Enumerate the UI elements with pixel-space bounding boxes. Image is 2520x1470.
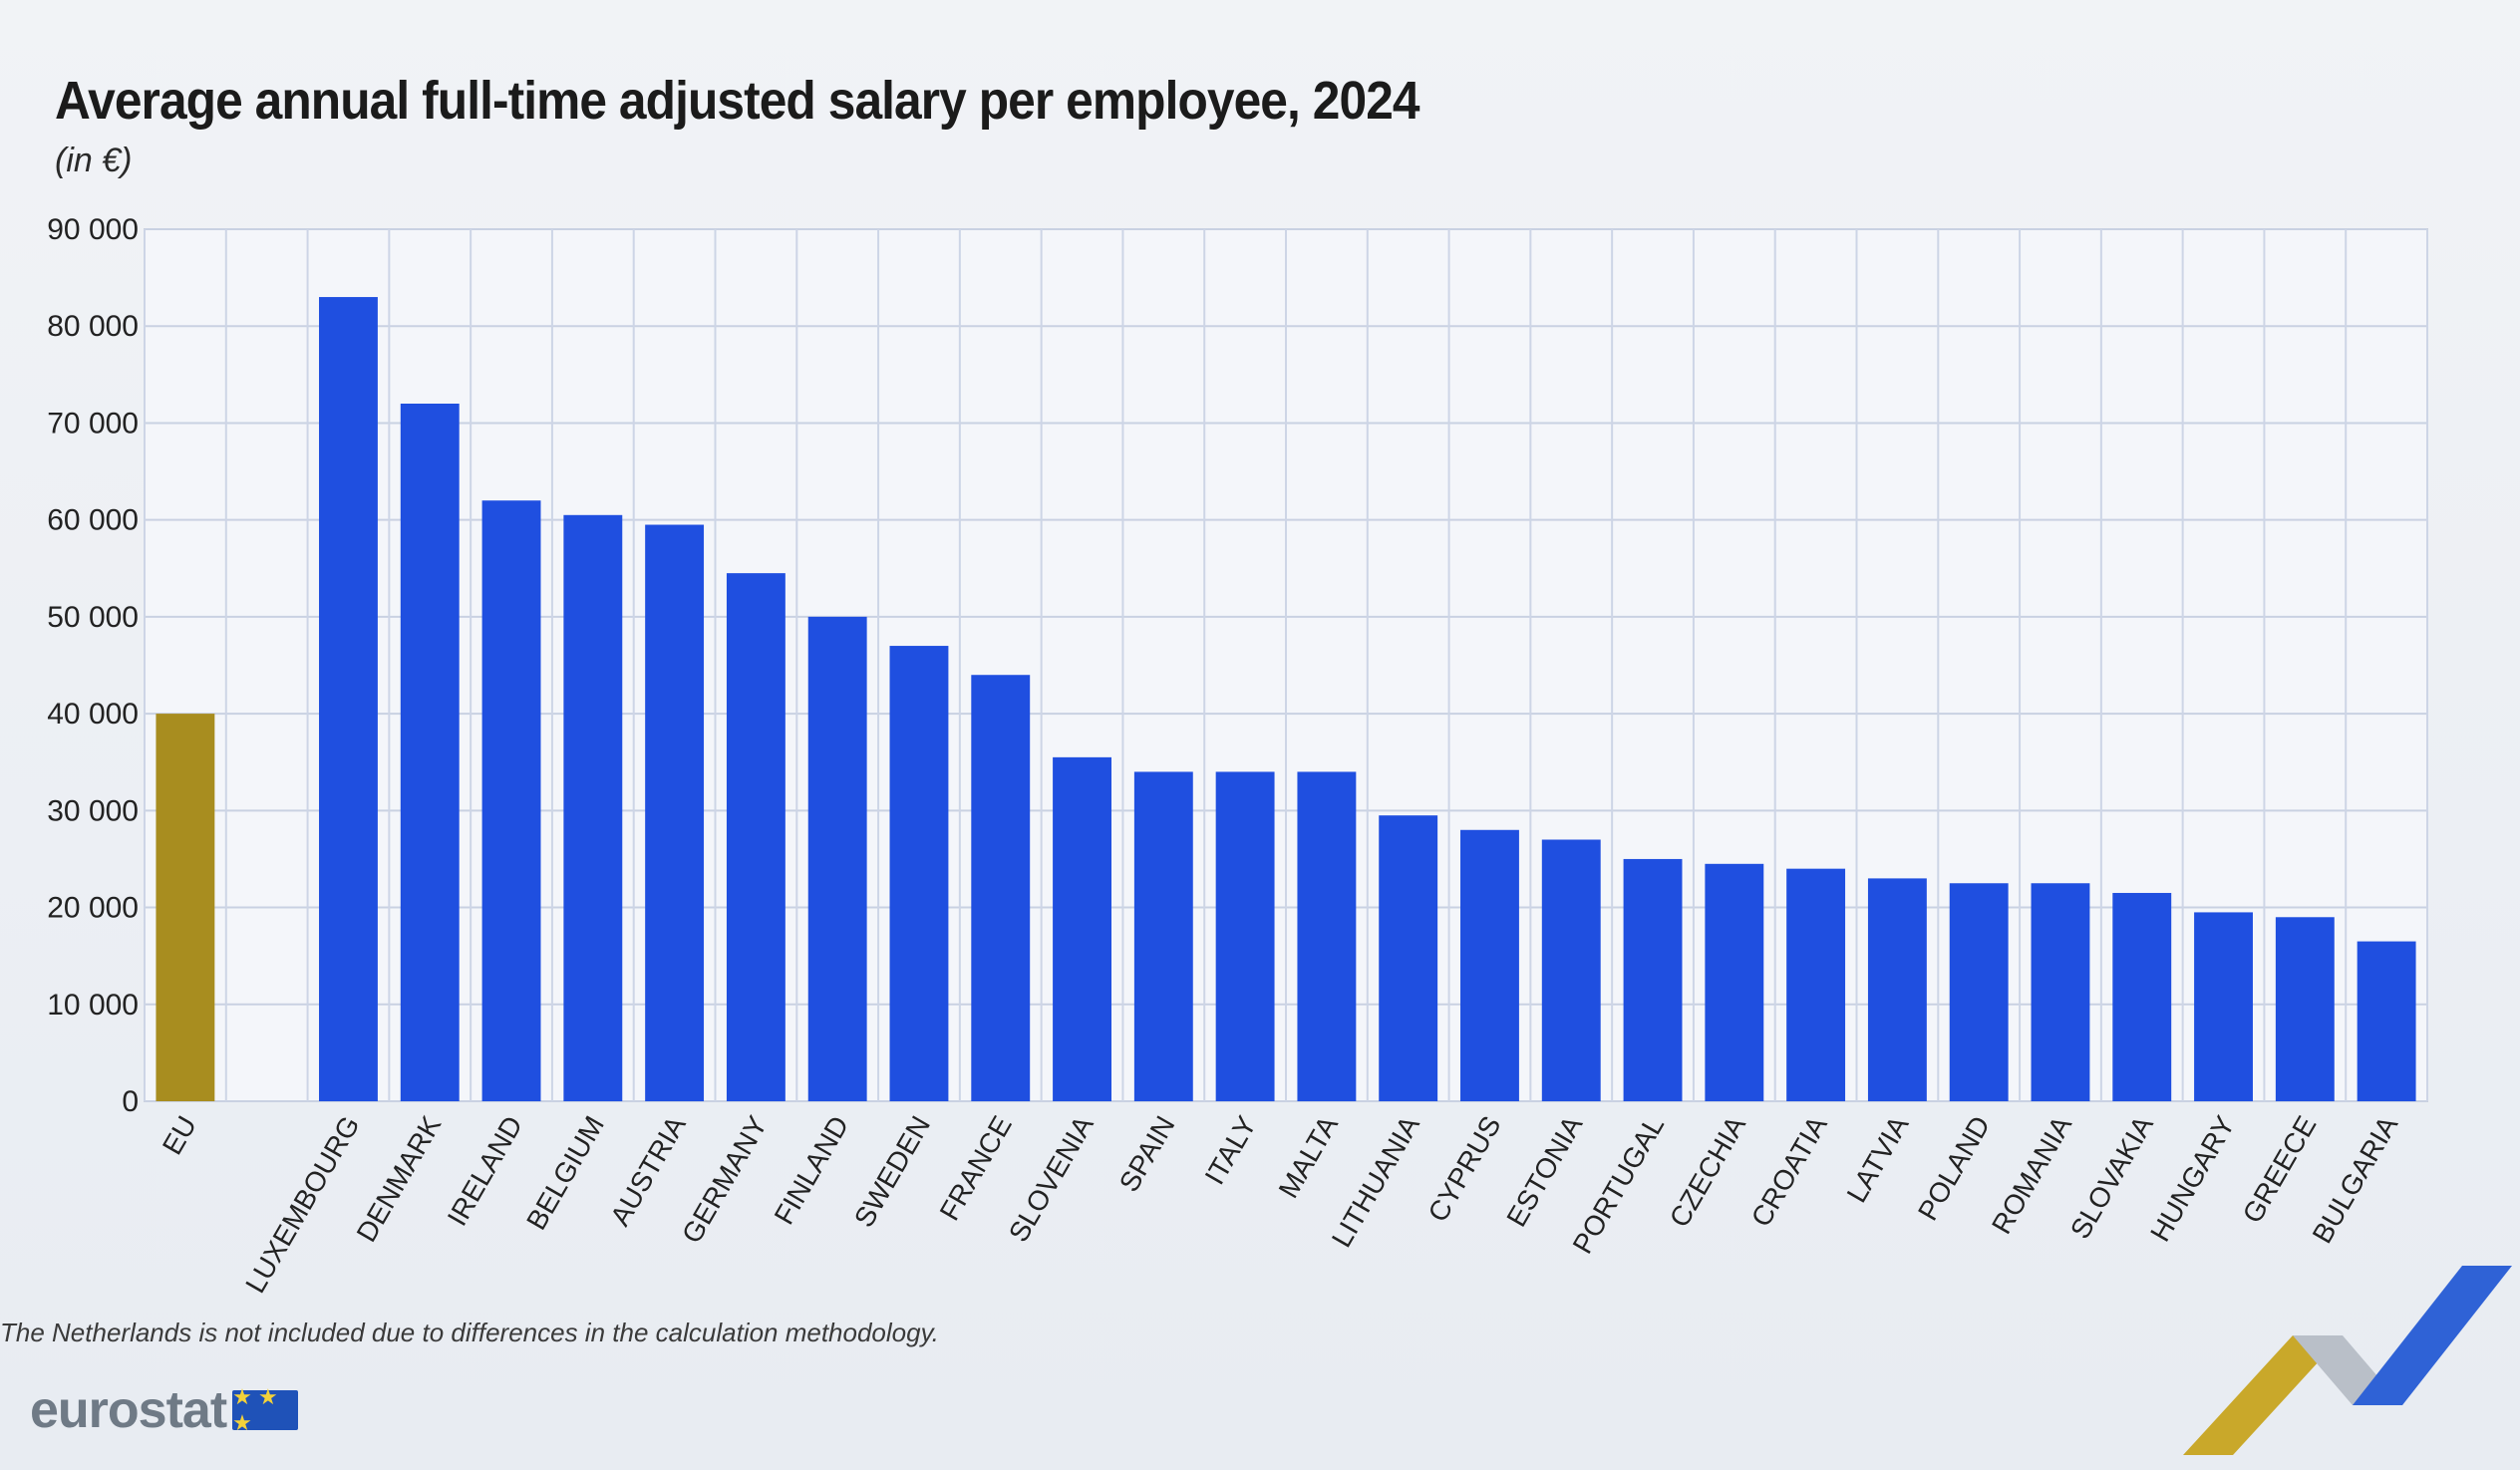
x-tick-label: ESTONIA bbox=[1500, 1110, 1588, 1232]
x-tick-label: SWEDEN bbox=[848, 1111, 936, 1233]
x-tick-label: AUSTRIA bbox=[604, 1110, 692, 1231]
bar-germany bbox=[726, 573, 786, 1101]
y-tick-label: 90 000 bbox=[47, 213, 139, 246]
x-tick-label: SLOVENIA bbox=[1003, 1110, 1100, 1247]
bar-cyprus bbox=[1460, 829, 1519, 1101]
y-tick-label: 30 000 bbox=[47, 794, 139, 827]
x-tick-label: FRANCE bbox=[934, 1111, 1018, 1226]
bar-latvia bbox=[1867, 878, 1927, 1101]
x-tick-label: CROATIA bbox=[1745, 1110, 1833, 1232]
bar-france bbox=[971, 675, 1031, 1101]
eurostat-wordmark: eurostat bbox=[30, 1381, 227, 1439]
x-tick-label: CZECHIA bbox=[1664, 1110, 1751, 1232]
bar-sweden bbox=[889, 646, 949, 1101]
bar-croatia bbox=[1786, 868, 1846, 1101]
x-tick-label: HUNGARY bbox=[2144, 1110, 2241, 1247]
bar-hungary bbox=[2194, 912, 2253, 1101]
x-tick-label: EU bbox=[157, 1111, 202, 1160]
bar-luxembourg bbox=[319, 297, 378, 1101]
decorative-stripes-icon bbox=[2183, 1266, 2512, 1455]
footnote: The Netherlands is not included due to d… bbox=[0, 1318, 939, 1347]
chart-title: Average annual full-time adjusted salary… bbox=[55, 71, 1420, 131]
x-tick-label: LUXEMBOURG bbox=[239, 1111, 365, 1299]
x-tick-label: IRELAND bbox=[442, 1111, 529, 1232]
bar-greece bbox=[2275, 917, 2335, 1101]
x-tick-label: FINLAND bbox=[769, 1111, 855, 1230]
bar-lithuania bbox=[1379, 815, 1438, 1101]
bar-belgium bbox=[563, 514, 623, 1101]
y-tick-label: 10 000 bbox=[47, 989, 139, 1022]
x-tick-label: BELGIUM bbox=[520, 1111, 610, 1236]
bar-eu bbox=[156, 714, 215, 1101]
x-tick-label: MALTA bbox=[1273, 1110, 1345, 1203]
bar-malta bbox=[1297, 771, 1357, 1101]
y-tick-label: 80 000 bbox=[47, 310, 139, 343]
bar-czechia bbox=[1705, 863, 1764, 1101]
x-tick-label: LITHUANIA bbox=[1326, 1110, 1425, 1252]
eu-flag-icon: ★ ★ ★ bbox=[232, 1384, 299, 1435]
y-tick-label: 70 000 bbox=[47, 407, 139, 440]
y-tick-label: 40 000 bbox=[47, 698, 139, 731]
y-tick-label: 50 000 bbox=[47, 601, 139, 634]
y-tick-label: 0 bbox=[122, 1085, 139, 1118]
x-tick-label: SPAIN bbox=[1113, 1111, 1181, 1197]
x-tick-label: GREECE bbox=[2237, 1111, 2323, 1229]
bar-slovenia bbox=[1053, 756, 1111, 1101]
x-tick-label: ROMANIA bbox=[1986, 1110, 2077, 1239]
bar-poland bbox=[1949, 883, 2009, 1101]
x-tick-label: POLAND bbox=[1912, 1111, 1996, 1226]
bar-bulgaria bbox=[2357, 941, 2416, 1101]
bar-portugal bbox=[1623, 858, 1683, 1101]
bar-romania bbox=[2031, 883, 2090, 1101]
y-tick-label: 60 000 bbox=[47, 504, 139, 537]
y-tick-label: 20 000 bbox=[47, 892, 139, 925]
x-tick-label: SLOVAKIA bbox=[2064, 1110, 2159, 1244]
x-tick-label: BULGARIA bbox=[2307, 1110, 2404, 1248]
bar-italy bbox=[1215, 771, 1275, 1101]
bar-denmark bbox=[400, 404, 460, 1101]
bar-austria bbox=[645, 524, 705, 1101]
bar-finland bbox=[807, 616, 867, 1101]
bar-spain bbox=[1133, 771, 1193, 1101]
bar-slovakia bbox=[2112, 892, 2172, 1101]
eurostat-logo: eurostat ★ ★ ★ bbox=[30, 1380, 299, 1440]
x-tick-label: LATVIA bbox=[1841, 1110, 1915, 1208]
x-tick-label: GERMANY bbox=[676, 1110, 774, 1248]
y-axis-unit-label: (in €) bbox=[55, 142, 133, 179]
bar-chart: 0 10 000 20 000 30 000 40 000 50 000 60 000 70 … bbox=[47, 213, 2428, 1299]
x-tick-label: ITALY bbox=[1199, 1110, 1263, 1190]
x-tick-label: DENMARK bbox=[351, 1110, 448, 1247]
bar-estonia bbox=[1541, 839, 1601, 1101]
x-tick-label: CYPRUS bbox=[1421, 1111, 1506, 1228]
bar-ireland bbox=[481, 500, 541, 1101]
